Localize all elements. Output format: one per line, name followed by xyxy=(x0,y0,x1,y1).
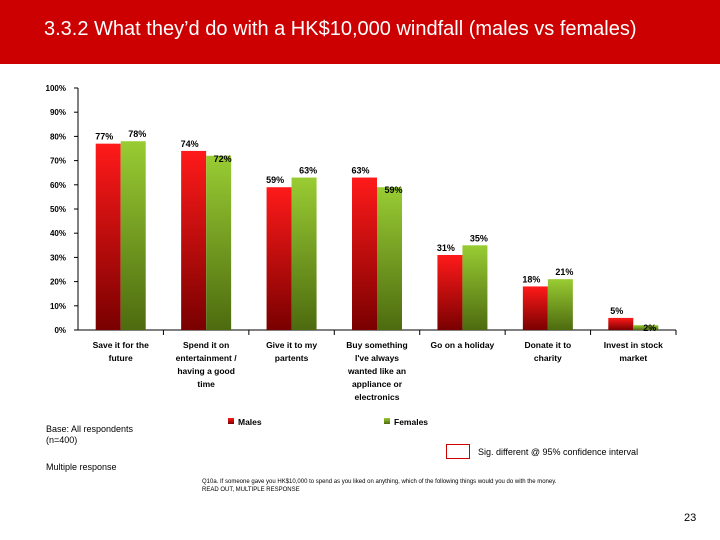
y-tick-label: 10% xyxy=(50,302,66,311)
data-label-females: 72% xyxy=(214,154,232,164)
data-label-females: 2% xyxy=(643,323,656,333)
bar-males xyxy=(181,150,207,330)
multiple-response-note: Multiple response xyxy=(46,462,117,472)
y-tick-label: 80% xyxy=(50,132,66,141)
bar-females xyxy=(291,177,317,330)
bar-males xyxy=(352,177,377,330)
data-label-males: 63% xyxy=(351,166,369,176)
data-label-females: 21% xyxy=(555,267,573,277)
y-tick-label: 0% xyxy=(54,326,66,335)
data-label-females: 35% xyxy=(470,233,488,243)
bar-chart: 0% 10% 20% 30% 40% 50% 60% 70% 80% 90% 100% Save it… xyxy=(46,84,677,427)
x-category-label: Go on a holiday xyxy=(431,340,495,350)
bar-females xyxy=(547,279,573,330)
y-tick-label: 20% xyxy=(50,278,66,287)
x-category-label-line: charity xyxy=(534,353,562,363)
x-category-label-line: entertainment / xyxy=(176,353,238,363)
x-category-label-line: partents xyxy=(275,353,309,363)
data-label-females: 63% xyxy=(299,166,317,176)
y-tick-label: 50% xyxy=(50,205,66,214)
legend-swatch-males xyxy=(228,418,234,424)
page-number: 23 xyxy=(684,512,697,524)
data-label-males: 5% xyxy=(610,306,623,316)
x-category-label-line: Donate it to xyxy=(524,340,571,350)
y-tick-label: 30% xyxy=(50,253,66,262)
x-category-label-line: market xyxy=(619,353,647,363)
x-category-label-line: Save it for the xyxy=(93,340,149,350)
bar-females xyxy=(633,325,659,330)
data-label-females: 59% xyxy=(384,185,402,195)
bar-females xyxy=(206,155,232,330)
x-category-label: Invest in stock market xyxy=(604,340,663,363)
slide-title: 3.3.2 What they’d do with a HK$10,000 wi… xyxy=(44,18,637,40)
x-category-label-line: wanted like an xyxy=(347,366,406,376)
x-category-label-line: appliance or xyxy=(352,379,403,389)
question-line-2: READ OUT, MULTIPLE RESPONSE xyxy=(202,487,300,493)
x-category-label-line: time xyxy=(197,379,215,389)
x-category-label-line: future xyxy=(109,353,133,363)
bar-males xyxy=(95,143,121,330)
base-line-2: (n=400) xyxy=(46,435,78,445)
bar-males xyxy=(522,286,548,330)
bar-females xyxy=(462,245,488,330)
x-category-label-line: Spend it on xyxy=(183,340,229,350)
bar-females xyxy=(377,187,402,330)
title-bar: 3.3.2 What they’d do with a HK$10,000 wi… xyxy=(0,0,720,64)
y-tick-label: 90% xyxy=(50,108,66,117)
significance-legend-box xyxy=(446,444,470,459)
bar-females xyxy=(120,141,146,330)
question-line-1: Q10a. If someone gave you HK$10,000 to s… xyxy=(202,479,557,485)
bar-males xyxy=(266,187,292,330)
y-tick-label: 100% xyxy=(46,84,66,93)
x-category-label: Save it for the future xyxy=(93,340,149,363)
bar-males xyxy=(437,254,463,330)
x-category-label: Give it to my partents xyxy=(266,340,317,363)
x-category-label-line: Give it to my xyxy=(266,340,317,350)
data-label-females: 78% xyxy=(128,129,146,139)
bar-males xyxy=(608,317,634,330)
y-tick-label: 60% xyxy=(50,181,66,190)
x-category-label: Buy something I've always wanted like an ap… xyxy=(346,340,407,402)
data-label-males: 59% xyxy=(266,175,284,185)
y-tick-label: 70% xyxy=(50,157,66,166)
data-label-males: 31% xyxy=(437,243,455,253)
question-note: Q10a. If someone gave you HK$10,000 to s… xyxy=(202,478,702,494)
legend-swatch-females xyxy=(384,418,390,424)
data-label-males: 77% xyxy=(95,132,113,142)
x-category-label-line: Invest in stock xyxy=(604,340,663,350)
x-category-label-line: having a good xyxy=(177,366,235,376)
x-category-label-line: Go on a holiday xyxy=(431,340,495,350)
data-label-males: 74% xyxy=(181,139,199,149)
x-category-label: Donate it to charity xyxy=(524,340,571,363)
y-tick-label: 40% xyxy=(50,229,66,238)
legend-label-males: Males xyxy=(238,417,262,427)
x-category-label-line: electronics xyxy=(355,392,400,402)
x-category-label-line: I've always xyxy=(355,353,399,363)
data-label-males: 18% xyxy=(522,274,540,284)
base-line-1: Base: All respondents xyxy=(46,424,134,434)
x-category-label-line: Buy something xyxy=(346,340,407,350)
significance-legend-label: Sig. different @ 95% confidence interval xyxy=(478,447,639,457)
legend-label-females: Females xyxy=(394,417,428,427)
base-note: Base: All respondents (n=400) xyxy=(46,424,133,446)
x-category-label: Spend it on entertainment / having a good t… xyxy=(176,340,238,389)
